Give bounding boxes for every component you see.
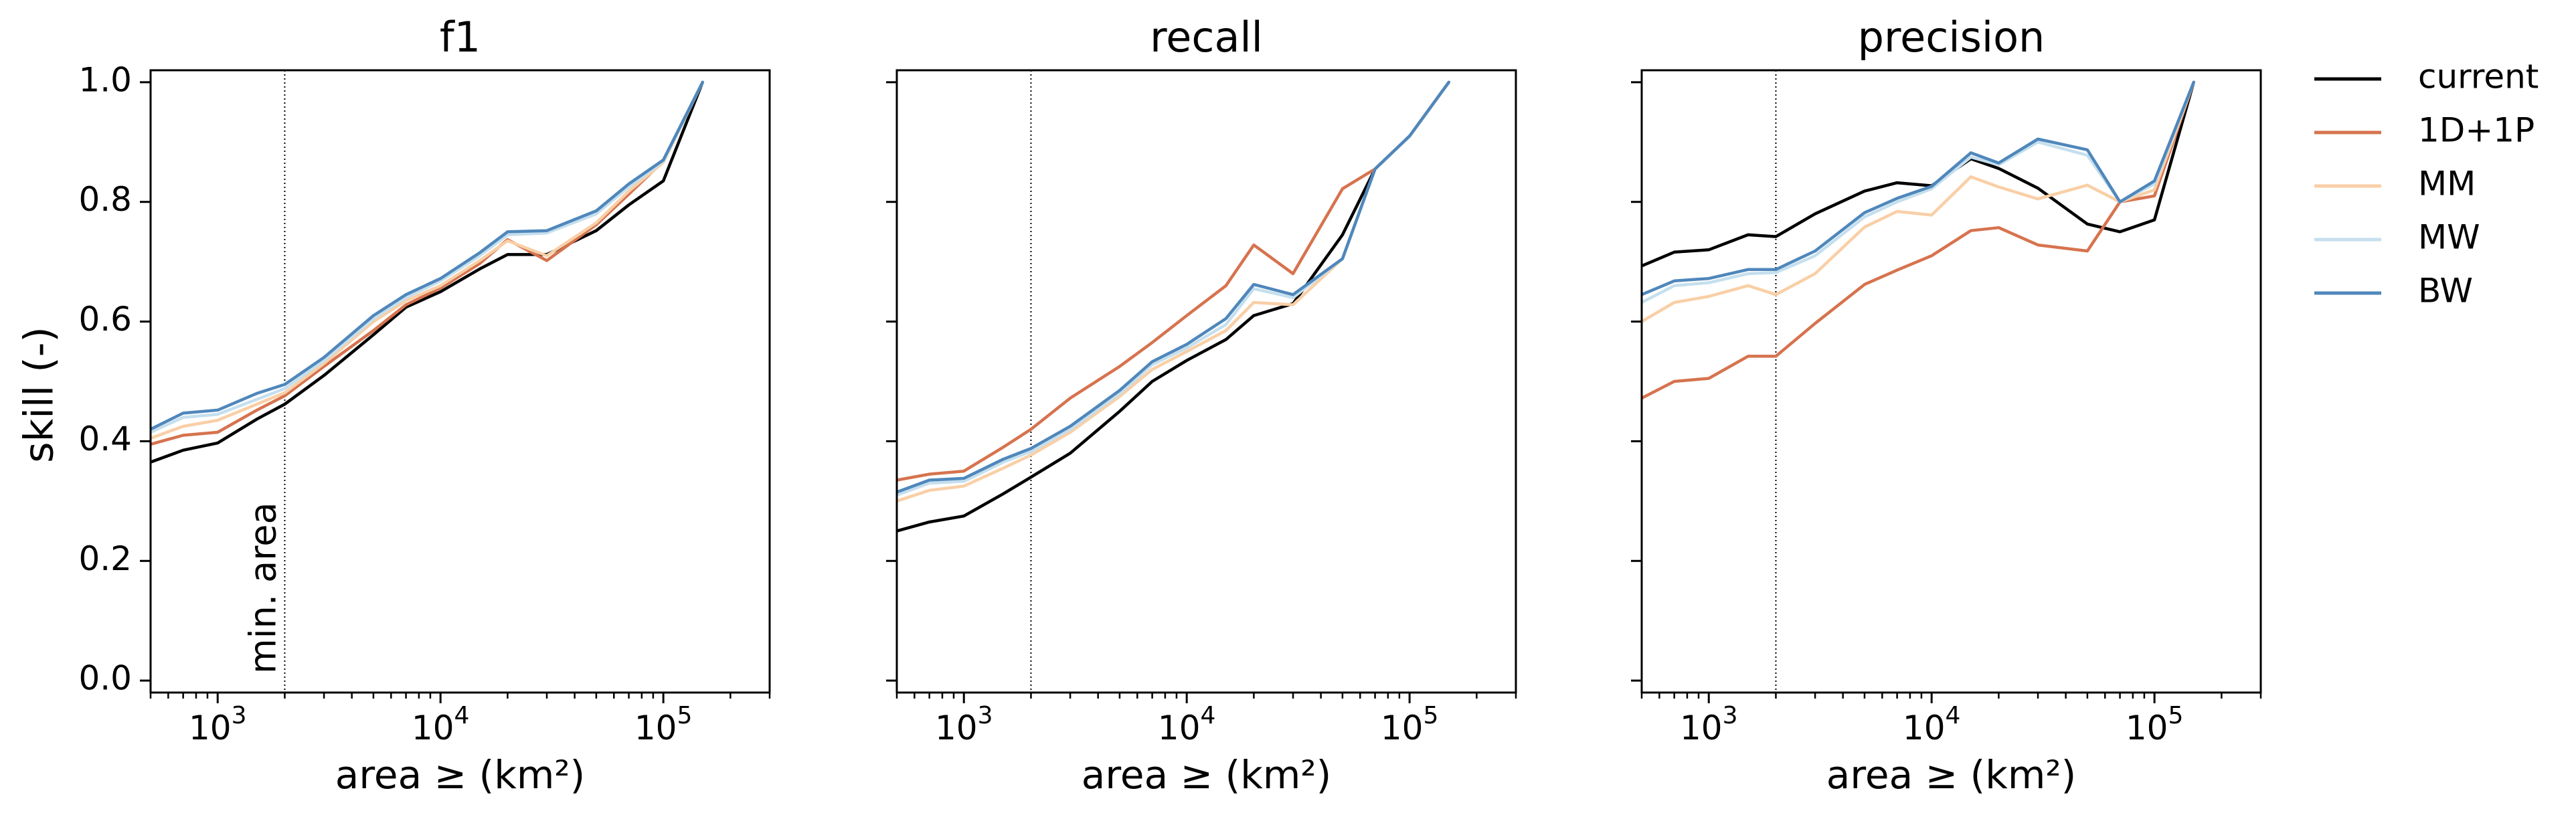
chart-title: recall <box>1150 13 1263 62</box>
series-line-1d-1p <box>897 80 1451 482</box>
series-line-bw <box>1642 80 2196 296</box>
legend-label: current <box>2418 58 2539 96</box>
x-axis-label: area ≥ (km²) <box>1826 752 2076 798</box>
series-line-bw <box>151 80 705 431</box>
min-area-label: min. area <box>242 502 284 674</box>
plot-frame <box>149 69 771 694</box>
y-tick-label: 0.0 <box>78 659 132 698</box>
legend-label: MW <box>2418 218 2480 257</box>
y-axis-label: skill (-) <box>16 327 63 463</box>
series-line-1d-1p <box>1642 80 2196 400</box>
x-axis-label: area ≥ (km²) <box>1082 752 1331 798</box>
y-tick-label: 1.0 <box>78 60 132 99</box>
series-line-current <box>151 80 705 464</box>
x-axis-label: area ≥ (km²) <box>335 752 585 798</box>
chart-title: precision <box>1858 13 2045 62</box>
series-line-mm <box>151 80 705 440</box>
plot-frame <box>895 69 1517 694</box>
series-line-mw <box>151 80 705 434</box>
series-line-bw <box>897 80 1451 494</box>
x-tick-label: 103 <box>1680 702 1738 747</box>
legend-label: BW <box>2418 272 2473 310</box>
series-line-mm <box>1642 80 2196 323</box>
x-tick-label: 104 <box>1903 702 1961 747</box>
series-line-1d-1p <box>151 80 705 446</box>
plot-frame <box>1640 69 2262 694</box>
y-tick-label: 0.2 <box>78 539 132 578</box>
legend-label: MM <box>2418 165 2476 203</box>
legend-label: 1D+1P <box>2418 111 2535 150</box>
y-tick-label: 0.6 <box>78 300 132 339</box>
y-tick-label: 0.4 <box>78 420 132 458</box>
legend: current 1D+1P MM MW BW <box>2314 58 2539 310</box>
x-tick-label: 105 <box>634 702 693 747</box>
chart-title: f1 <box>440 13 481 62</box>
series-line-current <box>897 80 1451 533</box>
y-tick-label: 0.8 <box>78 180 132 219</box>
